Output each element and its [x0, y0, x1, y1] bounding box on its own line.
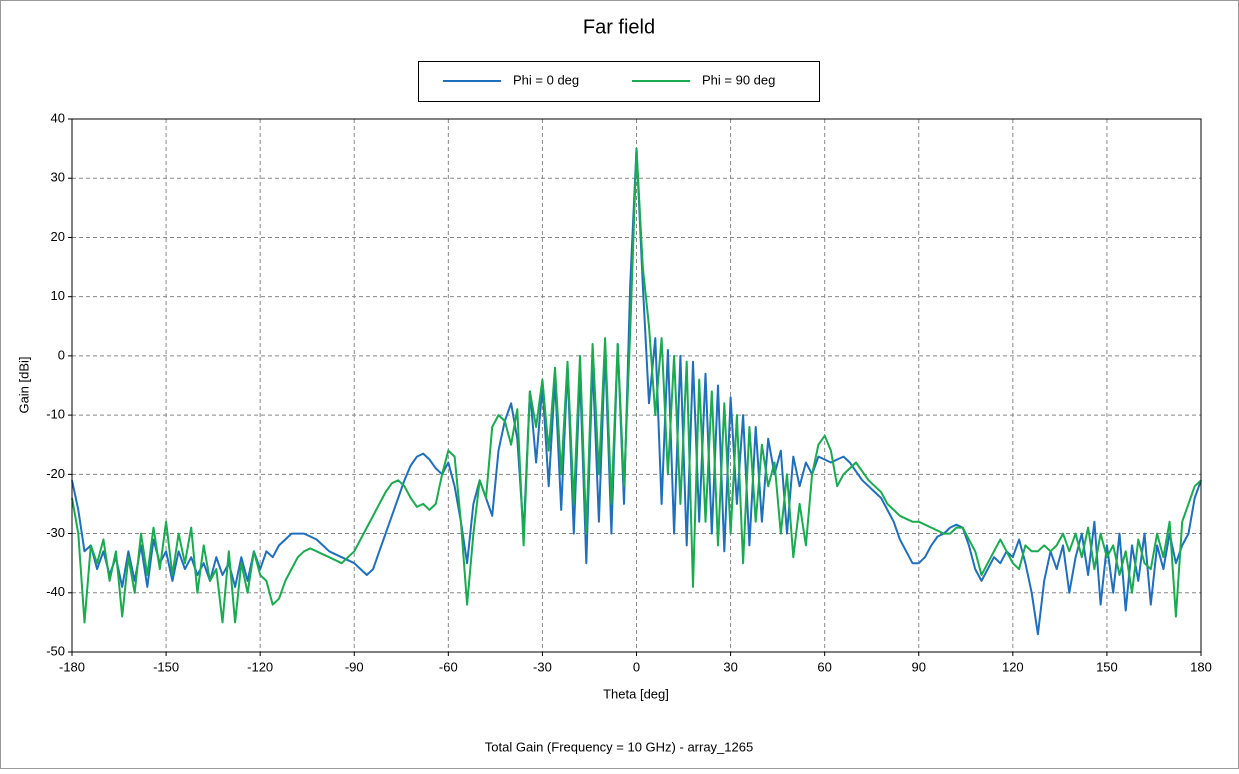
x-tick-label: -30 — [533, 659, 552, 674]
x-tick-label: 120 — [1002, 659, 1024, 674]
series-line — [71, 147, 1202, 624]
legend-label: Phi = 0 deg — [513, 72, 579, 87]
y-tick-label: -20 — [46, 466, 65, 481]
y-tick-label: -10 — [46, 407, 65, 422]
x-tick-label: -60 — [439, 659, 458, 674]
y-tick-label: -30 — [46, 525, 65, 540]
x-tick-label: 60 — [817, 659, 831, 674]
plot-area: -50 -40 -30 -20 -10 0 10 20 30 40 -180 -150 -120 -90 -… — [46, 110, 1212, 674]
y-tick-label: 20 — [51, 229, 65, 244]
footer: Total Gain (Frequency = 10 GHz) - array_… — [485, 739, 753, 754]
x-tick-label: 180 — [1190, 659, 1212, 674]
x-tick-label: -90 — [345, 659, 364, 674]
x-tick-label: -150 — [153, 659, 179, 674]
x-tick-label: -180 — [59, 659, 85, 674]
x-tick-label: 30 — [723, 659, 737, 674]
legend-label: Phi = 90 deg — [702, 72, 775, 87]
x-axis-label: Theta [deg] — [603, 686, 669, 701]
x-tick-label: 90 — [912, 659, 926, 674]
y-tick-label: 0 — [58, 347, 65, 362]
x-tick-label: 0 — [633, 659, 640, 674]
y-tick-label: 30 — [51, 170, 65, 185]
y-axis-label: Gain [dBi] — [16, 356, 31, 413]
y-tick-label: 40 — [51, 110, 65, 125]
x-tick-label: -120 — [247, 659, 273, 674]
y-tick-label: -50 — [46, 643, 65, 658]
y-tick-label: -40 — [46, 584, 65, 599]
x-tick-label: 150 — [1096, 659, 1118, 674]
y-tick-label: 10 — [51, 288, 65, 303]
plot-border — [71, 118, 1202, 653]
chart-title: Far field — [583, 16, 655, 38]
